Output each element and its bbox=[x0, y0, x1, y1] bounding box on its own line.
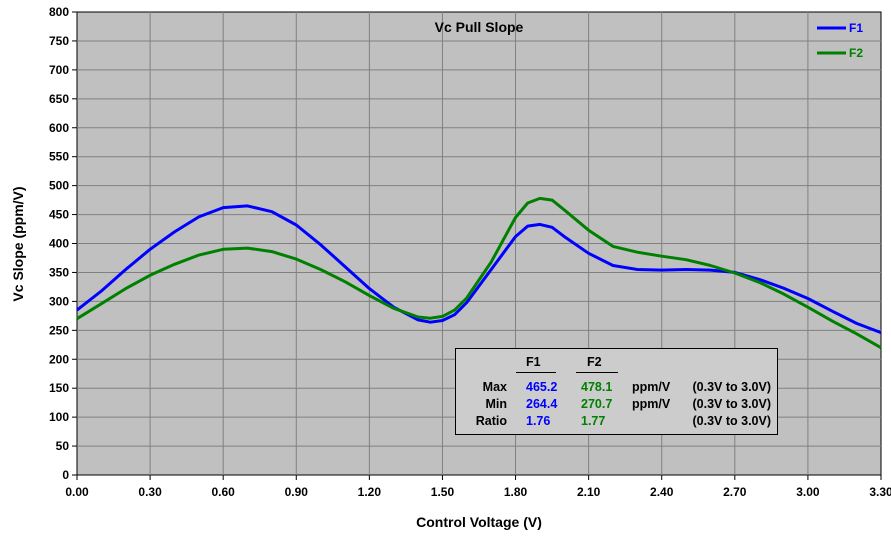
legend-label-f1: F1 bbox=[849, 21, 863, 35]
x-tick-label: 1.20 bbox=[358, 485, 382, 499]
y-tick-label: 50 bbox=[56, 439, 70, 453]
grid bbox=[77, 12, 881, 475]
y-tick-label: 450 bbox=[49, 208, 69, 222]
x-tick-label: 3.30 bbox=[869, 485, 891, 499]
y-tick-label: 550 bbox=[49, 150, 69, 164]
y-tick-label: 100 bbox=[49, 410, 69, 424]
stats-f1-value: 1.76 bbox=[526, 414, 551, 428]
stats-f1-value: 465.2 bbox=[526, 380, 558, 394]
x-tick-label: 2.70 bbox=[723, 485, 747, 499]
x-tick-label: 3.00 bbox=[796, 485, 820, 499]
stats-f2-value: 1.77 bbox=[581, 414, 606, 428]
y-axis-title: Vc Slope (ppm/V) bbox=[10, 186, 26, 301]
y-tick-label: 150 bbox=[49, 381, 69, 395]
stats-unit: ppm/V bbox=[632, 397, 671, 411]
y-tick-label: 0 bbox=[62, 468, 69, 482]
x-tick-label: 0.00 bbox=[65, 485, 89, 499]
series-line-f2 bbox=[76, 196, 882, 350]
stats-range: (0.3V to 3.0V) bbox=[692, 380, 772, 394]
x-tick-label: 1.80 bbox=[504, 485, 528, 499]
y-tick-label: 650 bbox=[49, 92, 69, 106]
stats-header-rule-f1 bbox=[516, 372, 556, 373]
stats-row-label: Max bbox=[482, 380, 507, 394]
stats-col-header-f1: F1 bbox=[526, 355, 541, 369]
stats-table: F1 F2 Max 465.2 478.1 ppm/V (0.3V to 3.0… bbox=[455, 348, 778, 435]
y-tick-label: 700 bbox=[49, 63, 69, 77]
y-tick-label: 500 bbox=[49, 179, 69, 193]
stats-unit: ppm/V bbox=[632, 380, 671, 394]
legend: F1 F2 bbox=[817, 21, 863, 60]
y-tick-label: 200 bbox=[49, 352, 69, 366]
stats-f2-value: 270.7 bbox=[581, 397, 613, 411]
y-tick-label: 300 bbox=[49, 294, 69, 308]
x-tick-label: 0.60 bbox=[212, 485, 236, 499]
x-tick-label: 0.90 bbox=[285, 485, 309, 499]
stats-f2-value: 478.1 bbox=[581, 380, 613, 394]
stats-row-label: Min bbox=[485, 397, 507, 411]
stats-col-header-f2: F2 bbox=[587, 355, 602, 369]
x-axis-title: Control Voltage (V) bbox=[416, 514, 542, 530]
x-tick-label: 2.10 bbox=[577, 485, 601, 499]
x-tick-label: 0.30 bbox=[138, 485, 162, 499]
y-tick-label: 750 bbox=[49, 34, 69, 48]
y-tick-label: 600 bbox=[49, 121, 69, 135]
chart-title: Vc Pull Slope bbox=[435, 19, 524, 35]
stats-row-label: Ratio bbox=[475, 414, 507, 428]
stats-range: (0.3V to 3.0V) bbox=[692, 414, 772, 428]
legend-label-f2: F2 bbox=[849, 46, 863, 60]
x-tick-label: 2.40 bbox=[650, 485, 674, 499]
y-tick-label: 350 bbox=[49, 265, 69, 279]
y-tick-label: 800 bbox=[49, 5, 69, 19]
stats-range: (0.3V to 3.0V) bbox=[692, 397, 772, 411]
y-tick-label: 250 bbox=[49, 323, 69, 337]
stats-header-rule-f2 bbox=[576, 372, 618, 373]
series-group bbox=[76, 196, 882, 350]
x-tick-label: 1.50 bbox=[431, 485, 455, 499]
axes: 0 50 100 150 200 250 300 350 400 450 500 550 600 650 7… bbox=[49, 5, 891, 499]
y-tick-label: 400 bbox=[49, 237, 69, 251]
stats-f1-value: 264.4 bbox=[526, 397, 558, 411]
